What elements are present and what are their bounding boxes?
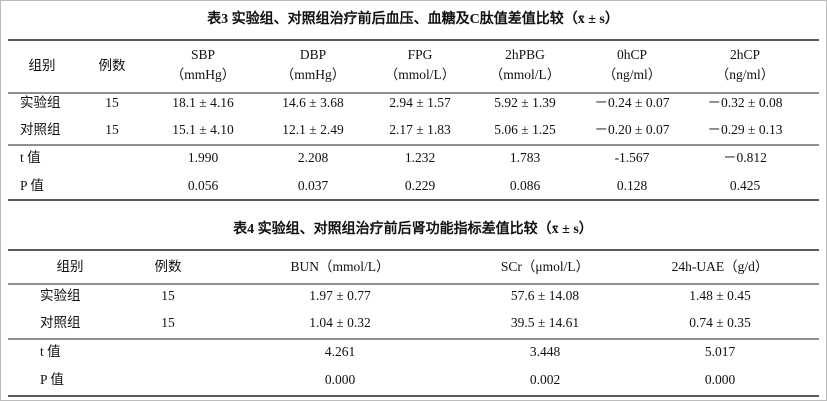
header-cell: 组别: [29, 58, 56, 73]
header-cell: （mmHg）: [281, 67, 346, 82]
cell: 0.74 ± 0.35: [689, 315, 751, 330]
header-cell: （mmol/L）: [490, 67, 561, 82]
header-cell: 2hCP: [730, 47, 760, 62]
table-title: 表3 实验组、对照组治疗前后血压、血糖及C肽值差值比较（x̄ ± s）: [206, 10, 619, 27]
cell: 0.002: [530, 372, 560, 387]
cell: 57.6 ± 14.08: [511, 288, 579, 303]
cell: 5.06 ± 1.25: [494, 122, 556, 137]
header-cell: 例数: [99, 58, 126, 73]
header-cell: BUN（mmol/L）: [290, 259, 389, 274]
cell: 0.000: [325, 372, 356, 387]
cell: 1.48 ± 0.45: [689, 288, 751, 303]
cell: 12.1 ± 2.49: [282, 122, 344, 137]
cell: 0.000: [705, 372, 736, 387]
cell: 2.17 ± 1.83: [389, 122, 451, 137]
header-cell: （ng/ml）: [603, 67, 662, 82]
cell: 15.1 ± 4.10: [172, 122, 234, 137]
cell: 1.990: [188, 150, 219, 165]
cell: 0.037: [298, 178, 329, 193]
header-cell: （mmHg）: [171, 67, 236, 82]
cell: 5.92 ± 1.39: [494, 95, 556, 110]
cell: －0.24 ± 0.07: [595, 95, 670, 110]
cell: 15: [161, 315, 175, 330]
cell: 3.448: [530, 344, 561, 359]
cell: 14.6 ± 3.68: [282, 95, 344, 110]
cell: 39.5 ± 14.61: [511, 315, 579, 330]
cell: 0.128: [617, 178, 648, 193]
cell: 0.056: [188, 178, 219, 193]
cell: 15: [105, 95, 119, 110]
cell: 1.783: [510, 150, 541, 165]
cell: 15: [161, 288, 175, 303]
cell: 1.04 ± 0.32: [309, 315, 370, 330]
row-label: P 值: [20, 178, 44, 193]
header-cell: 0hCP: [617, 47, 647, 62]
row-label: 对照组: [20, 122, 61, 137]
row-label: 实验组: [40, 288, 81, 303]
row-label: 对照组: [40, 315, 81, 330]
header-cell: SCr（μmol/L）: [501, 259, 589, 274]
cell: 5.017: [705, 344, 736, 359]
cell: 4.261: [325, 344, 355, 359]
header-cell: FPG: [408, 47, 433, 62]
header-cell: 组别: [57, 259, 84, 274]
header-cell: 24h-UAE（g/d）: [672, 259, 769, 274]
cell: －0.812: [723, 150, 767, 165]
cell: 15: [105, 122, 119, 137]
cell: 0.425: [730, 178, 761, 193]
cell: 1.232: [405, 150, 435, 165]
cell: －0.20 ± 0.07: [595, 122, 670, 137]
header-cell: 例数: [155, 259, 182, 274]
cell: 1.97 ± 0.77: [309, 288, 371, 303]
header-cell: DBP: [300, 47, 326, 62]
cell: －0.32 ± 0.08: [708, 95, 783, 110]
cell: 0.229: [405, 178, 436, 193]
cell: -1.567: [615, 150, 650, 165]
row-label: 实验组: [20, 95, 61, 110]
table-title: 表4 实验组、对照组治疗前后肾功能指标差值比较（x̄ ± s）: [232, 220, 593, 237]
row-label: t 值: [40, 344, 61, 359]
cell: 18.1 ± 4.16: [172, 95, 234, 110]
cell: 0.086: [510, 178, 541, 193]
header-cell: （mmol/L）: [385, 67, 456, 82]
header-cell: SBP: [191, 47, 215, 62]
row-label: t 值: [20, 150, 41, 165]
row-label: P 值: [40, 372, 64, 387]
header-cell: （ng/ml）: [716, 67, 775, 82]
cell: －0.29 ± 0.13: [708, 122, 783, 137]
cell: 2.94 ± 1.57: [389, 95, 451, 110]
header-cell: 2hPBG: [505, 47, 545, 62]
cell: 2.208: [298, 150, 329, 165]
